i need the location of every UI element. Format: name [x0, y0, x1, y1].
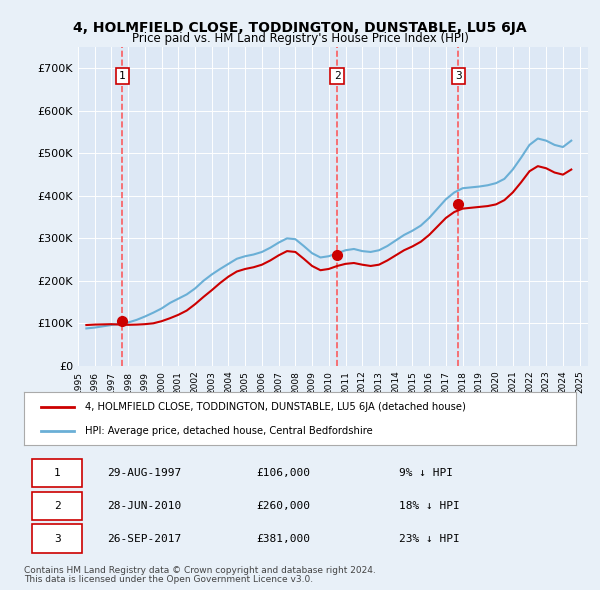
Text: Contains HM Land Registry data © Crown copyright and database right 2024.: Contains HM Land Registry data © Crown c… [24, 566, 376, 575]
Text: Price paid vs. HM Land Registry's House Price Index (HPI): Price paid vs. HM Land Registry's House … [131, 32, 469, 45]
Text: 4, HOLMFIELD CLOSE, TODDINGTON, DUNSTABLE, LU5 6JA: 4, HOLMFIELD CLOSE, TODDINGTON, DUNSTABL… [73, 21, 527, 35]
Text: 1: 1 [54, 468, 61, 478]
Text: 2: 2 [334, 71, 340, 81]
FancyBboxPatch shape [32, 525, 82, 553]
Text: 23% ↓ HPI: 23% ↓ HPI [400, 534, 460, 543]
Text: 9% ↓ HPI: 9% ↓ HPI [400, 468, 454, 478]
Text: 3: 3 [54, 534, 61, 543]
Text: £260,000: £260,000 [256, 501, 310, 511]
Text: 4, HOLMFIELD CLOSE, TODDINGTON, DUNSTABLE, LU5 6JA (detached house): 4, HOLMFIELD CLOSE, TODDINGTON, DUNSTABL… [85, 402, 466, 412]
FancyBboxPatch shape [32, 459, 82, 487]
Text: 18% ↓ HPI: 18% ↓ HPI [400, 501, 460, 511]
FancyBboxPatch shape [32, 491, 82, 520]
Text: This data is licensed under the Open Government Licence v3.0.: This data is licensed under the Open Gov… [24, 575, 313, 584]
Text: 2: 2 [54, 501, 61, 511]
Text: 28-JUN-2010: 28-JUN-2010 [107, 501, 181, 511]
Text: 26-SEP-2017: 26-SEP-2017 [107, 534, 181, 543]
Text: 3: 3 [455, 71, 461, 81]
Text: 29-AUG-1997: 29-AUG-1997 [107, 468, 181, 478]
Text: 1: 1 [119, 71, 126, 81]
Text: £106,000: £106,000 [256, 468, 310, 478]
Text: £381,000: £381,000 [256, 534, 310, 543]
Text: HPI: Average price, detached house, Central Bedfordshire: HPI: Average price, detached house, Cent… [85, 425, 373, 435]
